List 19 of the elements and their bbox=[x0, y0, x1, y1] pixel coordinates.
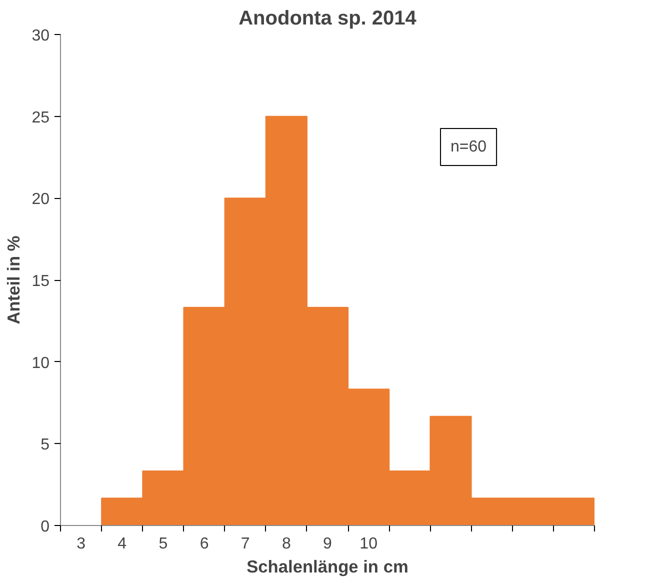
y-tick-label: 5 bbox=[40, 436, 50, 454]
annotation: n=60 bbox=[450, 138, 487, 156]
x-tick-label: 7 bbox=[240, 536, 250, 552]
x-tick-label: 10 bbox=[360, 536, 378, 552]
y-tick-label: 30 bbox=[32, 28, 50, 44]
y-tick-label: 15 bbox=[32, 273, 50, 290]
x-tick-label: 3 bbox=[76, 536, 86, 552]
x-tick-label: 8 bbox=[282, 536, 291, 552]
x-tick-label: 6 bbox=[200, 536, 209, 552]
x-tick-label: 5 bbox=[158, 536, 168, 552]
x-axis-title: Schalenlänge in cm bbox=[246, 556, 408, 576]
y-tick-label: 0 bbox=[40, 518, 50, 536]
x-tick-label: 4 bbox=[118, 536, 127, 552]
y-axis-title: Anteil in % bbox=[4, 236, 24, 324]
y-tick-label: 20 bbox=[32, 191, 50, 208]
y-tick-label: 25 bbox=[32, 109, 50, 126]
x-tick-label: 9 bbox=[323, 536, 332, 552]
y-tick-label: 10 bbox=[32, 354, 50, 372]
chart-title: Anodonta sp. 2014 bbox=[238, 8, 418, 30]
